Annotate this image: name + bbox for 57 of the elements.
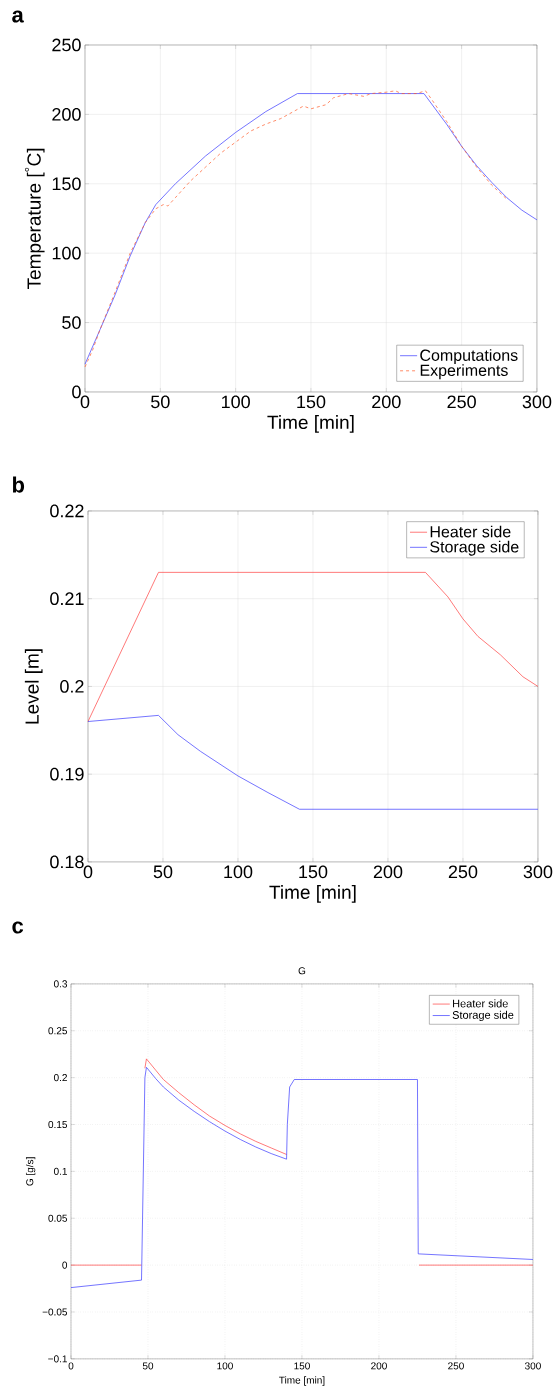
x-tick-label: 0 [83, 865, 93, 879]
x-tick-label: 200 [372, 395, 401, 409]
x-tick-label: 300 [524, 1362, 541, 1370]
text: b [12, 476, 24, 493]
x-tick-label: 50 [142, 1362, 154, 1370]
y-tick-label: −0.05 [42, 1308, 67, 1316]
x-tick-label: 50 [150, 395, 170, 409]
x-axis-title: Time [min] [278, 1376, 325, 1386]
y-tick-label: 0.15 [48, 1120, 67, 1129]
x-axis-title: Time [min] [267, 415, 354, 433]
legend-label: Storage side [452, 1010, 514, 1022]
y-tick-label: 0.1 [53, 1167, 67, 1175]
x-tick-label: 250 [447, 1362, 464, 1370]
x-tick-label: 100 [221, 395, 250, 409]
x-tick-label: 300 [522, 395, 552, 409]
y-tick-label: 0.18 [49, 855, 84, 869]
x-axis-title: Time [min] [269, 885, 356, 903]
y-axis-title: G [g/s] [25, 1157, 36, 1186]
y-tick-label: 0.05 [48, 1214, 67, 1222]
x-tick-label: 100 [217, 1362, 233, 1370]
y-tick-label: 100 [52, 246, 81, 260]
y-tick-label: 0.3 [53, 980, 67, 988]
chart-title: G [298, 967, 305, 975]
x-tick-label: 200 [370, 1362, 387, 1370]
x-tick-label: 250 [447, 395, 476, 409]
x-tick-label: 100 [224, 865, 253, 879]
x-tick-label: 150 [294, 1362, 310, 1370]
y-tick-label: 0.22 [49, 504, 84, 518]
text: a [12, 10, 24, 23]
y-axis-title: Temperature [$^{°}$C] [24, 148, 45, 290]
y-tick-label: 50 [62, 316, 81, 329]
y-tick-label: 0 [72, 385, 81, 399]
y-tick-label: 0.2 [53, 1074, 67, 1082]
y-tick-label: 0 [62, 1261, 67, 1269]
y-axis-title: Level [m] [24, 649, 43, 724]
y-tick-label: 0.2 [60, 680, 84, 693]
y-tick-label: 0.25 [48, 1027, 67, 1035]
legend-label: Heater side [452, 999, 508, 1008]
y-tick-label: 0.19 [49, 767, 84, 781]
legend-label: Heater side [430, 525, 511, 538]
legend-label: Computations [420, 349, 518, 365]
line-series [87, 715, 539, 810]
x-tick-label: 300 [523, 865, 553, 879]
text: c [12, 921, 23, 934]
x-tick-label: 50 [153, 865, 173, 879]
legend-label: Experiments [420, 364, 508, 380]
x-tick-label: 200 [373, 865, 403, 879]
x-tick-label: 250 [448, 865, 478, 879]
line-series [87, 572, 539, 722]
y-tick-label: −0.1 [48, 1355, 67, 1363]
y-tick-label: 250 [52, 38, 81, 52]
y-tick-label: 150 [52, 177, 81, 191]
y-tick-label: 200 [52, 108, 81, 121]
x-tick-label: 150 [297, 395, 326, 409]
x-tick-label: 150 [299, 865, 328, 879]
legend-label: Storage side [430, 540, 519, 556]
y-tick-label: 0.21 [49, 592, 84, 606]
